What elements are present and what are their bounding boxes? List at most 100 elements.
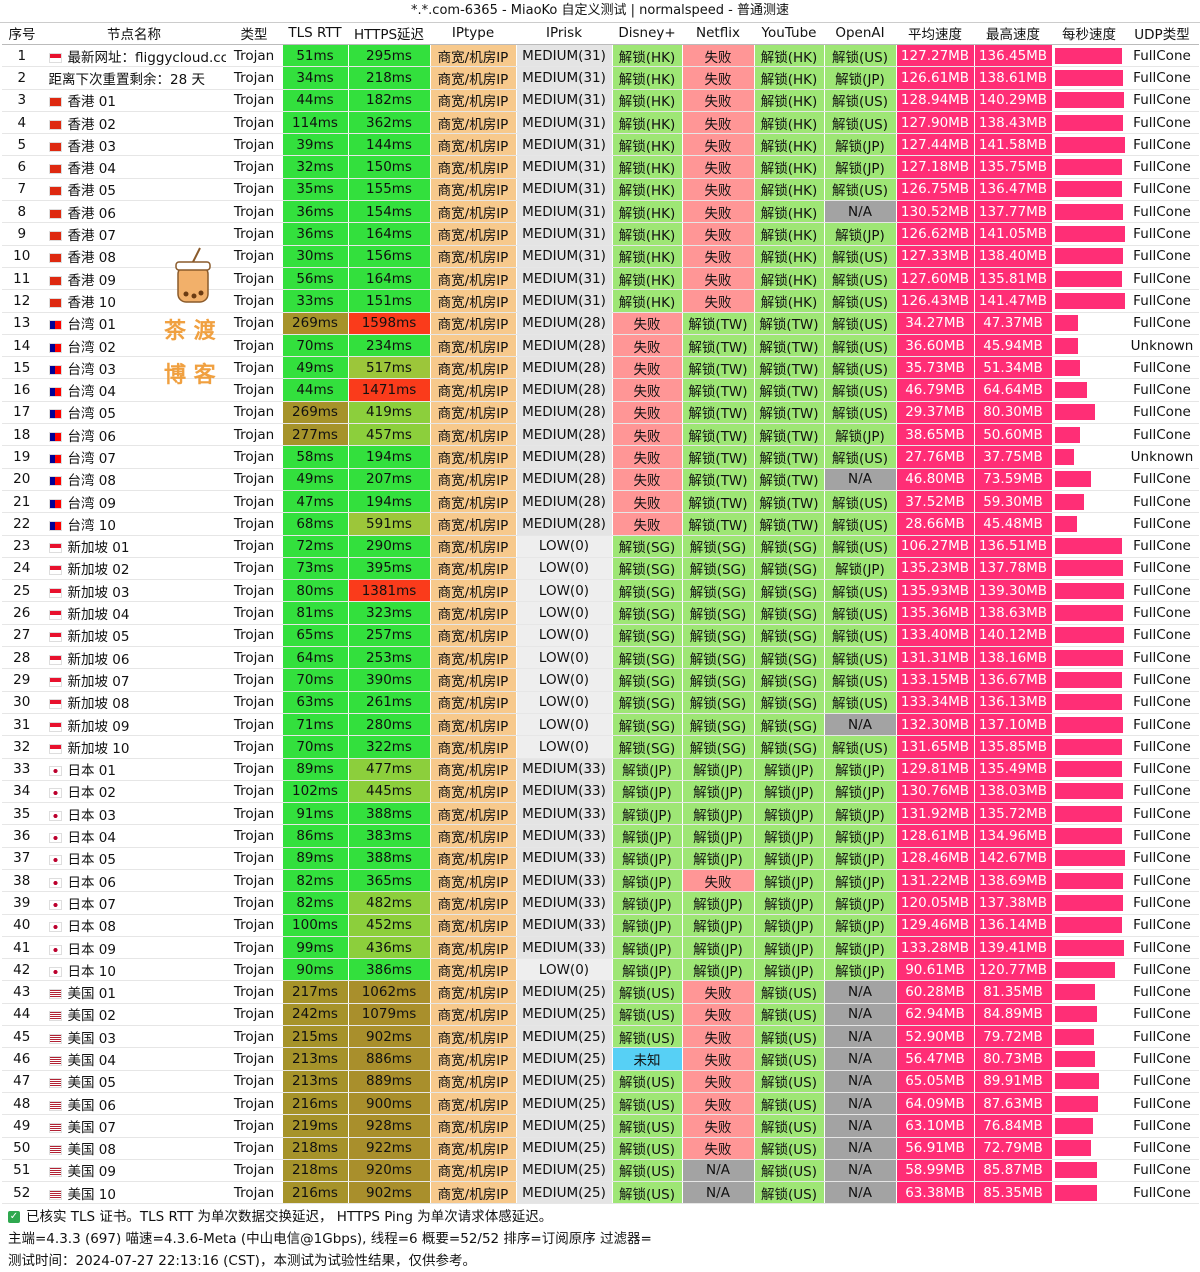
udp-type: FullCone: [1126, 89, 1199, 112]
max-speed: 72.79MB: [974, 1137, 1053, 1160]
speed-sparkline: [1052, 579, 1127, 603]
max-speed: 135.85MB: [974, 735, 1053, 759]
ip-risk: MEDIUM(25): [516, 1092, 613, 1116]
ip-risk: LOW(0): [516, 958, 613, 982]
ip-type: 商宽/机房IP: [430, 557, 517, 581]
row-index: 50: [2, 1137, 43, 1160]
openai-status: N/A: [824, 713, 897, 737]
youtube-status: 解锁(TW): [754, 490, 825, 514]
speed-sparkline: [1052, 512, 1127, 536]
window-title: *.*.com-6365 - MiaoKo 自定义测试 | normalspee…: [0, 0, 1200, 23]
disney-status: 解锁(US): [612, 1092, 683, 1116]
tls-rtt: 36ms: [282, 222, 349, 246]
ip-type: 商宽/机房IP: [430, 155, 517, 179]
protocol-type: Trojan: [226, 1003, 283, 1027]
disney-status: 解锁(SG): [612, 557, 683, 581]
flag-tw-icon: [48, 320, 62, 331]
avg-speed: 131.92MB: [896, 802, 975, 826]
disney-status: 解锁(JP): [612, 914, 683, 937]
avg-speed: 126.75MB: [896, 178, 975, 202]
speed-sparkline: [1052, 44, 1127, 68]
speed-sparkline: [1052, 1047, 1127, 1071]
max-speed: 139.30MB: [974, 579, 1053, 603]
flag-us-icon: [48, 1056, 62, 1066]
max-speed: 87.63MB: [974, 1092, 1053, 1116]
youtube-status: 解锁(US): [754, 1025, 825, 1049]
netflix-status: N/A: [682, 1181, 755, 1205]
openai-status: 解锁(JP): [824, 891, 897, 915]
tls-rtt: 56ms: [282, 267, 349, 291]
disney-status: 解锁(HK): [612, 111, 683, 135]
speed-sparkline: [1052, 111, 1127, 135]
ip-risk: MEDIUM(25): [516, 1047, 613, 1071]
youtube-status: 解锁(SG): [754, 735, 825, 759]
avg-speed: 126.62MB: [896, 222, 975, 246]
youtube-status: 解锁(SG): [754, 668, 825, 692]
udp-type: FullCone: [1126, 869, 1199, 893]
ip-type: 商宽/机房IP: [430, 735, 517, 759]
row-index: 32: [2, 735, 43, 759]
speed-sparkline: [1052, 401, 1127, 425]
flag-us-icon: [48, 1189, 62, 1200]
disney-status: 解锁(HK): [612, 133, 683, 157]
max-speed: 37.75MB: [974, 445, 1053, 469]
column-header: YouTube: [754, 22, 824, 45]
youtube-status: 解锁(TW): [754, 401, 825, 425]
udp-type: FullCone: [1126, 735, 1199, 759]
ip-type: 商宽/机房IP: [430, 289, 517, 313]
ip-type: 商宽/机房IP: [430, 1181, 517, 1205]
tls-rtt: 99ms: [282, 936, 349, 960]
table-row: 18 台湾 06 Trojan 277ms 457ms 商宽/机房IP MEDIUM(28)…: [2, 423, 1199, 447]
protocol-type: Trojan: [226, 512, 283, 536]
openai-status: N/A: [824, 1137, 897, 1160]
udp-type: FullCone: [1126, 378, 1199, 402]
tls-rtt: 33ms: [282, 289, 349, 313]
youtube-status: 解锁(TW): [754, 356, 825, 380]
disney-status: 解锁(JP): [612, 891, 683, 915]
openai-status: 解锁(JP): [824, 824, 897, 848]
ip-risk: MEDIUM(33): [516, 869, 613, 893]
openai-status: 解锁(US): [824, 512, 897, 536]
ip-type: 商宽/机房IP: [430, 356, 517, 380]
avg-speed: 135.23MB: [896, 557, 975, 581]
netflix-status: 失败: [682, 1003, 755, 1027]
flag-jp-icon: [48, 788, 62, 799]
udp-type: FullCone: [1126, 1181, 1199, 1205]
ip-type: 商宽/机房IP: [430, 936, 517, 960]
youtube-status: 解锁(HK): [754, 222, 825, 246]
max-speed: 135.49MB: [974, 758, 1053, 781]
udp-type: FullCone: [1126, 668, 1199, 692]
openai-status: N/A: [824, 468, 897, 491]
speed-bar: [1054, 1051, 1095, 1067]
protocol-type: Trojan: [226, 1070, 283, 1093]
row-index: 20: [2, 468, 43, 491]
udp-type: FullCone: [1126, 1092, 1199, 1116]
table-row: 23 新加坡 01 Trojan 72ms 290ms 商宽/机房IP LOW(0) 解锁(S…: [2, 535, 1199, 558]
column-header: IPrisk: [516, 22, 612, 45]
table-row: 36 日本 04 Trojan 86ms 383ms 商宽/机房IP MEDIUM(33) 解…: [2, 824, 1199, 848]
node-name: 新加坡 04: [42, 601, 227, 625]
netflix-status: 失败: [682, 869, 755, 893]
speed-sparkline: [1052, 980, 1127, 1004]
flag-tw-icon: [48, 453, 62, 464]
ip-risk: MEDIUM(25): [516, 1025, 613, 1049]
disney-status: 解锁(JP): [612, 824, 683, 848]
tls-rtt: 70ms: [282, 334, 349, 358]
max-speed: 137.10MB: [974, 713, 1053, 737]
max-speed: 138.40MB: [974, 245, 1053, 268]
https-latency: 261ms: [348, 691, 431, 714]
disney-status: 失败: [612, 378, 683, 402]
openai-status: 解锁(US): [824, 378, 897, 402]
max-speed: 79.72MB: [974, 1025, 1053, 1049]
disney-status: 解锁(SG): [612, 646, 683, 670]
udp-type: FullCone: [1126, 178, 1199, 202]
node-name: 香港 03: [42, 133, 227, 157]
speed-bar: [1054, 515, 1077, 532]
https-latency: 234ms: [348, 334, 431, 358]
tls-rtt: 102ms: [282, 780, 349, 804]
avg-speed: 63.10MB: [896, 1114, 975, 1138]
udp-type: FullCone: [1126, 1047, 1199, 1071]
protocol-type: Trojan: [226, 891, 283, 915]
ip-risk: MEDIUM(28): [516, 468, 613, 491]
flag-hk-icon: [48, 141, 62, 152]
